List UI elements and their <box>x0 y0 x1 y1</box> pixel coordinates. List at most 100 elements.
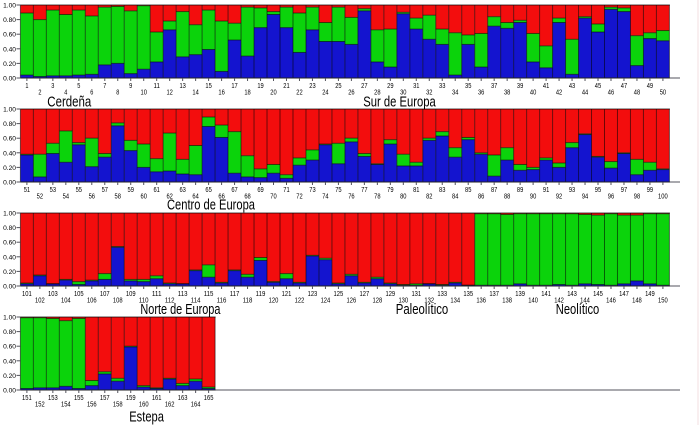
svg-text:17: 17 <box>231 83 237 90</box>
svg-text:122: 122 <box>295 298 305 305</box>
svg-text:144: 144 <box>580 298 590 305</box>
svg-text:2: 2 <box>38 90 41 97</box>
svg-text:3: 3 <box>51 83 54 90</box>
svg-text:148: 148 <box>632 298 642 305</box>
svg-text:10: 10 <box>141 90 147 97</box>
svg-text:Centro de Europa: Centro de Europa <box>167 198 255 214</box>
svg-text:89: 89 <box>517 187 523 194</box>
svg-text:28: 28 <box>374 90 380 97</box>
svg-text:1.00: 1.00 <box>3 3 16 10</box>
svg-text:30: 30 <box>400 90 406 97</box>
svg-text:111: 111 <box>152 291 162 298</box>
svg-text:91: 91 <box>543 187 549 194</box>
svg-text:19: 19 <box>257 83 263 90</box>
svg-text:55: 55 <box>76 187 82 194</box>
svg-text:8: 8 <box>116 90 119 97</box>
svg-text:70: 70 <box>270 194 276 201</box>
svg-text:57: 57 <box>102 187 108 194</box>
svg-text:159: 159 <box>126 395 136 402</box>
svg-text:155: 155 <box>74 395 84 402</box>
svg-text:95: 95 <box>595 187 601 194</box>
svg-text:0.20: 0.20 <box>3 373 16 380</box>
svg-text:38: 38 <box>504 90 510 97</box>
svg-text:146: 146 <box>606 298 616 305</box>
svg-text:59: 59 <box>128 187 134 194</box>
svg-text:4: 4 <box>64 90 67 97</box>
svg-text:145: 145 <box>593 291 603 298</box>
svg-text:36: 36 <box>478 90 484 97</box>
svg-text:94: 94 <box>582 194 588 201</box>
svg-text:25: 25 <box>335 83 341 90</box>
svg-text:48: 48 <box>634 90 640 97</box>
svg-text:123: 123 <box>308 291 318 298</box>
svg-text:125: 125 <box>334 291 344 298</box>
svg-text:82: 82 <box>426 194 432 201</box>
svg-text:53: 53 <box>50 187 56 194</box>
svg-text:69: 69 <box>257 187 263 194</box>
svg-text:104: 104 <box>61 298 71 305</box>
svg-text:14: 14 <box>192 90 198 97</box>
svg-text:106: 106 <box>87 298 97 305</box>
svg-text:64: 64 <box>192 194 198 201</box>
svg-text:86: 86 <box>478 194 484 201</box>
svg-text:103: 103 <box>48 291 58 298</box>
svg-text:121: 121 <box>282 291 292 298</box>
svg-text:24: 24 <box>322 90 328 97</box>
svg-text:117: 117 <box>230 291 240 298</box>
svg-text:147: 147 <box>619 291 629 298</box>
svg-text:39: 39 <box>517 83 523 90</box>
svg-text:131: 131 <box>411 291 421 298</box>
svg-text:0.40: 0.40 <box>3 150 16 157</box>
svg-text:88: 88 <box>504 194 510 201</box>
svg-text:97: 97 <box>621 187 627 194</box>
svg-text:87: 87 <box>491 187 497 194</box>
svg-text:81: 81 <box>413 187 419 194</box>
svg-text:135: 135 <box>463 291 473 298</box>
svg-text:102: 102 <box>35 298 45 305</box>
svg-text:42: 42 <box>556 90 562 97</box>
svg-text:1.00: 1.00 <box>3 211 16 218</box>
svg-text:0.00: 0.00 <box>3 388 16 395</box>
svg-text:84: 84 <box>452 194 458 201</box>
svg-text:71: 71 <box>283 187 289 194</box>
svg-text:61: 61 <box>153 187 159 194</box>
svg-text:126: 126 <box>347 298 357 305</box>
svg-text:109: 109 <box>126 291 136 298</box>
svg-text:11: 11 <box>153 83 159 90</box>
svg-text:72: 72 <box>296 194 302 201</box>
svg-text:23: 23 <box>309 83 315 90</box>
svg-text:134: 134 <box>450 298 460 305</box>
svg-text:0.40: 0.40 <box>3 46 16 53</box>
svg-text:136: 136 <box>476 298 486 305</box>
svg-text:58: 58 <box>115 194 121 201</box>
svg-text:0.60: 0.60 <box>3 344 16 351</box>
svg-text:120: 120 <box>269 298 279 305</box>
svg-text:98: 98 <box>634 194 640 201</box>
svg-text:128: 128 <box>373 298 383 305</box>
svg-text:119: 119 <box>256 291 266 298</box>
svg-text:22: 22 <box>296 90 302 97</box>
svg-text:162: 162 <box>165 402 175 409</box>
svg-text:35: 35 <box>465 83 471 90</box>
svg-text:56: 56 <box>89 194 95 201</box>
svg-text:0.20: 0.20 <box>3 269 16 276</box>
svg-text:0.00: 0.00 <box>3 284 16 291</box>
svg-text:65: 65 <box>205 187 211 194</box>
svg-text:156: 156 <box>87 402 97 409</box>
svg-text:0.60: 0.60 <box>3 32 16 39</box>
svg-text:74: 74 <box>322 194 328 201</box>
svg-text:66: 66 <box>218 194 224 201</box>
svg-text:154: 154 <box>61 402 71 409</box>
svg-text:0.80: 0.80 <box>3 329 16 336</box>
svg-text:160: 160 <box>139 402 149 409</box>
svg-text:152: 152 <box>35 402 45 409</box>
svg-text:Sur de Europa: Sur de Europa <box>363 95 436 111</box>
svg-text:34: 34 <box>452 90 458 97</box>
svg-text:7: 7 <box>103 83 106 90</box>
svg-text:16: 16 <box>218 90 224 97</box>
svg-text:26: 26 <box>348 90 354 97</box>
svg-text:132: 132 <box>424 298 434 305</box>
svg-text:0.80: 0.80 <box>3 17 16 24</box>
svg-text:52: 52 <box>37 194 43 201</box>
svg-text:21: 21 <box>283 83 289 90</box>
